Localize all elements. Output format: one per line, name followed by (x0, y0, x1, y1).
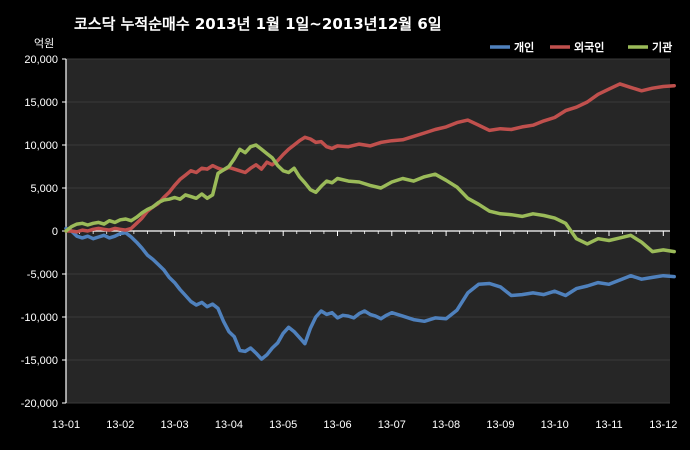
x-tick-label: 13-02 (106, 419, 134, 431)
y-axis-ticks: 20,000 15,000 10,000 5,000 0 -5,000 -10,000 -15… (21, 54, 66, 410)
legend-label-1: 개인 (514, 40, 534, 54)
x-tick-label: 13-04 (215, 419, 243, 431)
series-line-1 (64, 226, 676, 361)
series-lines (64, 82, 676, 361)
x-tick-label: 13-05 (269, 419, 297, 431)
y-tick-label: 20,000 (24, 54, 58, 66)
y-axis-unit-label: 억원 (34, 37, 54, 50)
x-tick-label: 13-01 (52, 419, 80, 431)
series-line-3 (64, 143, 676, 254)
y-tick-label: -5,000 (27, 269, 58, 281)
legend: 개인 외국인 기관 (490, 40, 672, 54)
legend-label-3: 기관 (652, 40, 672, 54)
y-tick-label: 0 (52, 226, 58, 238)
x-tick-label: 13-11 (595, 419, 622, 431)
x-tick-label: 13-03 (161, 419, 189, 431)
y-tick-label: 5,000 (30, 183, 58, 195)
y-tick-label: 10,000 (24, 140, 58, 152)
x-axis-ticks: 13-01 13-02 13-03 13-04 13-05 13-06 13-07 13-08… (52, 231, 677, 431)
y-tick-label: 15,000 (24, 97, 58, 109)
series-line-2 (64, 82, 676, 234)
y-tick-label: -15,000 (21, 355, 58, 367)
y-tick-label: -10,000 (21, 312, 58, 324)
chart-title: 코스닥 누적순매수 2013년 1월 1일~2013년12월 6일 (74, 15, 442, 33)
x-tick-label: 13-08 (432, 419, 460, 431)
x-tick-label: 13-07 (378, 419, 406, 431)
x-tick-label: 13-12 (649, 419, 677, 431)
x-tick-label: 13-06 (323, 419, 351, 431)
legend-label-2: 외국인 (574, 40, 604, 54)
x-tick-label: 13-10 (541, 419, 569, 431)
x-tick-label: 13-09 (486, 419, 514, 431)
y-tick-label: -20,000 (21, 398, 58, 410)
